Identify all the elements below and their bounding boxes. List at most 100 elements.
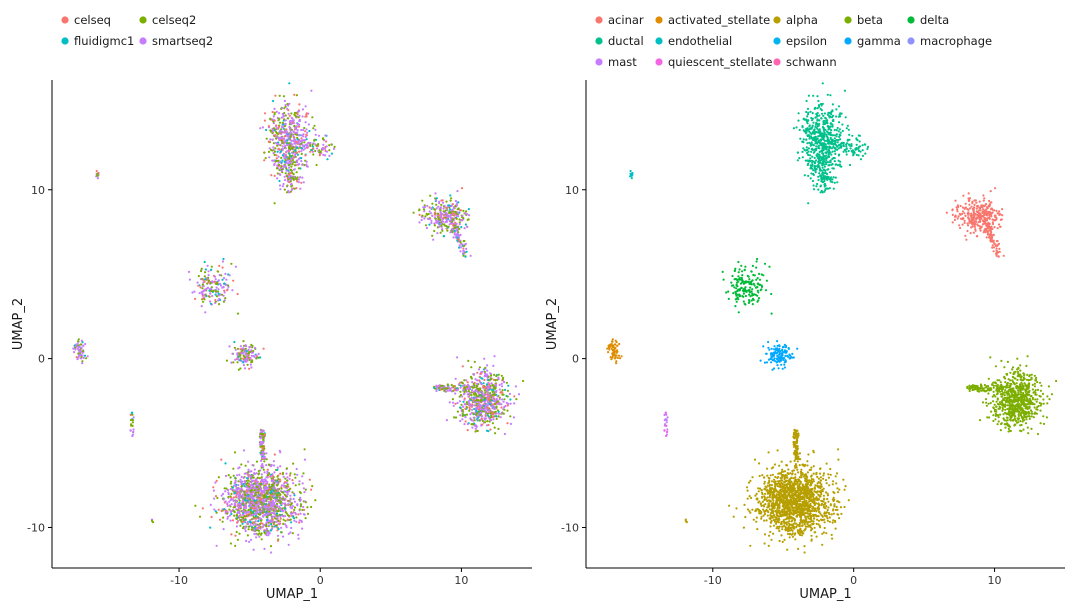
scatter-point xyxy=(838,121,840,123)
scatter-point xyxy=(819,175,821,177)
scatter-point xyxy=(293,138,295,140)
scatter-point xyxy=(263,491,265,493)
scatter-point xyxy=(968,204,970,206)
scatter-point xyxy=(254,487,256,489)
scatter-point xyxy=(305,164,307,166)
scatter-point xyxy=(493,374,495,376)
scatter-point xyxy=(285,147,287,149)
scatter-point xyxy=(271,488,273,490)
scatter-point xyxy=(277,492,279,494)
scatter-point xyxy=(278,514,280,516)
scatter-point xyxy=(252,484,254,486)
scatter-point xyxy=(983,200,985,202)
scatter-point xyxy=(451,209,453,211)
legend-swatch-alpha xyxy=(773,16,780,23)
scatter-point xyxy=(238,533,240,535)
scatter-point xyxy=(276,512,278,514)
scatter-point xyxy=(459,209,461,211)
scatter-point xyxy=(958,224,960,226)
scatter-point xyxy=(473,404,475,406)
scatter-point xyxy=(470,397,472,399)
scatter-point xyxy=(240,506,242,508)
scatter-point xyxy=(834,160,836,162)
scatter-point xyxy=(985,212,987,214)
scatter-point xyxy=(290,513,292,515)
scatter-point xyxy=(247,495,249,497)
scatter-point xyxy=(289,498,291,500)
scatter-point xyxy=(304,154,306,156)
scatter-point xyxy=(506,422,508,424)
scatter-point xyxy=(818,172,820,174)
scatter-point xyxy=(291,121,293,123)
scatter-point xyxy=(982,194,984,196)
scatter-point xyxy=(473,373,475,375)
scatter-point xyxy=(269,520,271,522)
scatter-point xyxy=(964,220,966,222)
scatter-point xyxy=(830,129,832,131)
y-tick-label: 10 xyxy=(31,184,45,197)
scatter-point xyxy=(862,155,864,157)
scatter-point xyxy=(97,177,99,179)
scatter-point xyxy=(443,223,445,225)
scatter-point xyxy=(254,507,256,509)
scatter-point xyxy=(809,167,811,169)
scatter-point xyxy=(278,139,280,141)
scatter-point xyxy=(214,299,216,301)
scatter-point xyxy=(287,493,289,495)
scatter-point xyxy=(817,179,819,181)
scatter-point xyxy=(967,224,969,226)
scatter-point xyxy=(272,111,274,113)
scatter-point xyxy=(459,244,461,246)
scatter-point xyxy=(236,531,238,533)
scatter-point xyxy=(303,181,305,183)
scatter-point xyxy=(274,525,276,527)
scatter-point xyxy=(258,527,260,529)
scatter-point xyxy=(285,496,287,498)
scatter-point xyxy=(802,156,804,158)
scatter-point xyxy=(817,176,819,178)
scatter-point xyxy=(240,357,242,359)
scatter-point xyxy=(437,216,439,218)
scatter-point xyxy=(222,493,224,495)
scatter-point xyxy=(845,116,847,118)
scatter-point xyxy=(821,109,823,111)
scatter-point xyxy=(245,358,247,360)
scatter-point xyxy=(846,127,848,129)
scatter-point xyxy=(204,278,206,280)
scatter-point xyxy=(276,516,278,518)
scatter-point xyxy=(471,381,473,383)
scatter-point xyxy=(995,217,997,219)
scatter-point xyxy=(208,274,210,276)
scatter-point xyxy=(271,484,273,486)
scatter-point xyxy=(998,243,1000,245)
scatter-point xyxy=(256,490,258,492)
scatter-point xyxy=(242,514,244,516)
scatter-point xyxy=(325,140,327,142)
scatter-point xyxy=(292,163,294,165)
scatter-point xyxy=(518,393,520,395)
scatter-point xyxy=(284,478,286,480)
scatter-point xyxy=(828,115,830,117)
scatter-point xyxy=(270,523,272,525)
scatter-point xyxy=(498,402,500,404)
scatter-point xyxy=(495,415,497,417)
scatter-point xyxy=(253,516,255,518)
scatter-point xyxy=(85,357,87,359)
scatter-point xyxy=(812,139,814,141)
scatter-point xyxy=(465,420,467,422)
scatter-point xyxy=(276,132,278,134)
scatter-point xyxy=(478,408,480,410)
scatter-point xyxy=(820,159,822,161)
scatter-point xyxy=(290,521,292,523)
scatter-point xyxy=(281,107,283,109)
scatter-point xyxy=(267,504,269,506)
scatter-point xyxy=(247,474,249,476)
scatter-point xyxy=(274,154,276,156)
scatter-point xyxy=(952,221,954,223)
scatter-point xyxy=(838,136,840,138)
scatter-point xyxy=(197,282,199,284)
scatter-point xyxy=(247,461,249,463)
scatter-point xyxy=(475,428,477,430)
scatter-point xyxy=(477,405,479,407)
scatter-point xyxy=(305,144,307,146)
